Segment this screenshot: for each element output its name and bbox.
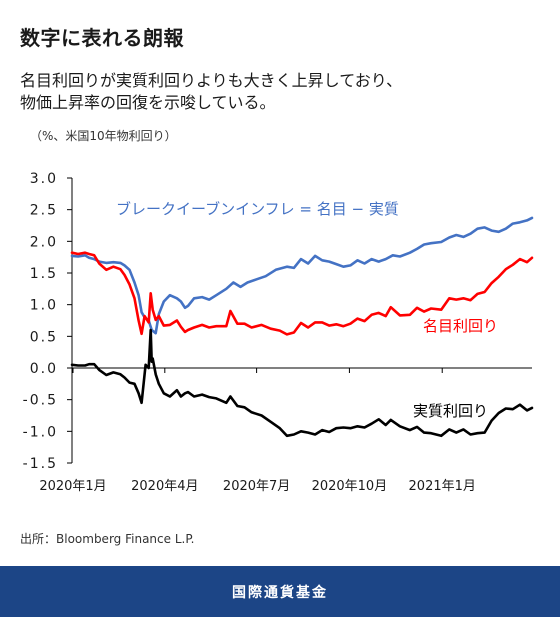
- x-tick-label: 2020年7月: [223, 479, 290, 494]
- x-tick-label: 2021年1月: [409, 479, 476, 494]
- y-tick-label: -0.5: [23, 393, 58, 409]
- y-tick-label: -1.0: [23, 424, 58, 440]
- unit-note: （%、米国10年物利回り）: [30, 129, 177, 143]
- y-tick-label: -1.5: [23, 456, 58, 472]
- y-tick-label: 2.0: [30, 234, 58, 250]
- y-tick-label: 2.5: [30, 203, 58, 219]
- x-tick-label: 2020年10月: [312, 479, 388, 494]
- y-tick-label: 3.0: [30, 171, 58, 187]
- y-tick-label: 1.5: [30, 266, 58, 282]
- series-line-breakeven: [70, 216, 534, 335]
- x-tick-label: 2020年1月: [39, 479, 106, 494]
- x-tick-label: 2020年4月: [131, 479, 198, 494]
- annotation-real: 実質利回り: [413, 402, 488, 420]
- y-tick-label: 0.5: [30, 329, 58, 345]
- x-axis-tick-labels: 2020年1月 2020年4月 2020年7月 2020年10月 2021年1月: [39, 479, 476, 494]
- y-tick-label: 1.0: [30, 298, 58, 314]
- y-tick-label: 0.0: [30, 361, 58, 377]
- footer-org-name: 国際通貨基金: [232, 584, 328, 601]
- series-line-real: [70, 328, 534, 438]
- y-axis-tick-labels: 3.0 2.5 2.0 1.5 1.0 0.5 0.0 -0.5 -1.0 -1.5: [23, 171, 58, 472]
- subtitle-line-2: 物価上昇率の回復を示唆している。: [20, 93, 276, 112]
- series-line-nominal: [70, 251, 534, 336]
- line-chart: 3.0 2.5 2.0 1.5 1.0 0.5 0.0 -0.5 -1.0 -1.5 2020年1…: [23, 171, 534, 494]
- annotation-breakeven: ブレークイーブンインフレ = 名目 − 実質: [116, 200, 399, 218]
- source-note: 出所：Bloomberg Finance L.P.: [20, 532, 195, 546]
- annotation-nominal: 名目利回り: [423, 317, 498, 335]
- subtitle-line-1: 名目利回りが実質利回りよりも大きく上昇しており、: [20, 71, 403, 90]
- footer-bar: 国際通貨基金: [0, 566, 560, 617]
- series-lines: [70, 216, 534, 438]
- page-title: 数字に表れる朗報: [20, 26, 184, 50]
- chart-subtitle: 名目利回りが実質利回りよりも大きく上昇しており、 物価上昇率の回復を示唆している…: [20, 70, 540, 114]
